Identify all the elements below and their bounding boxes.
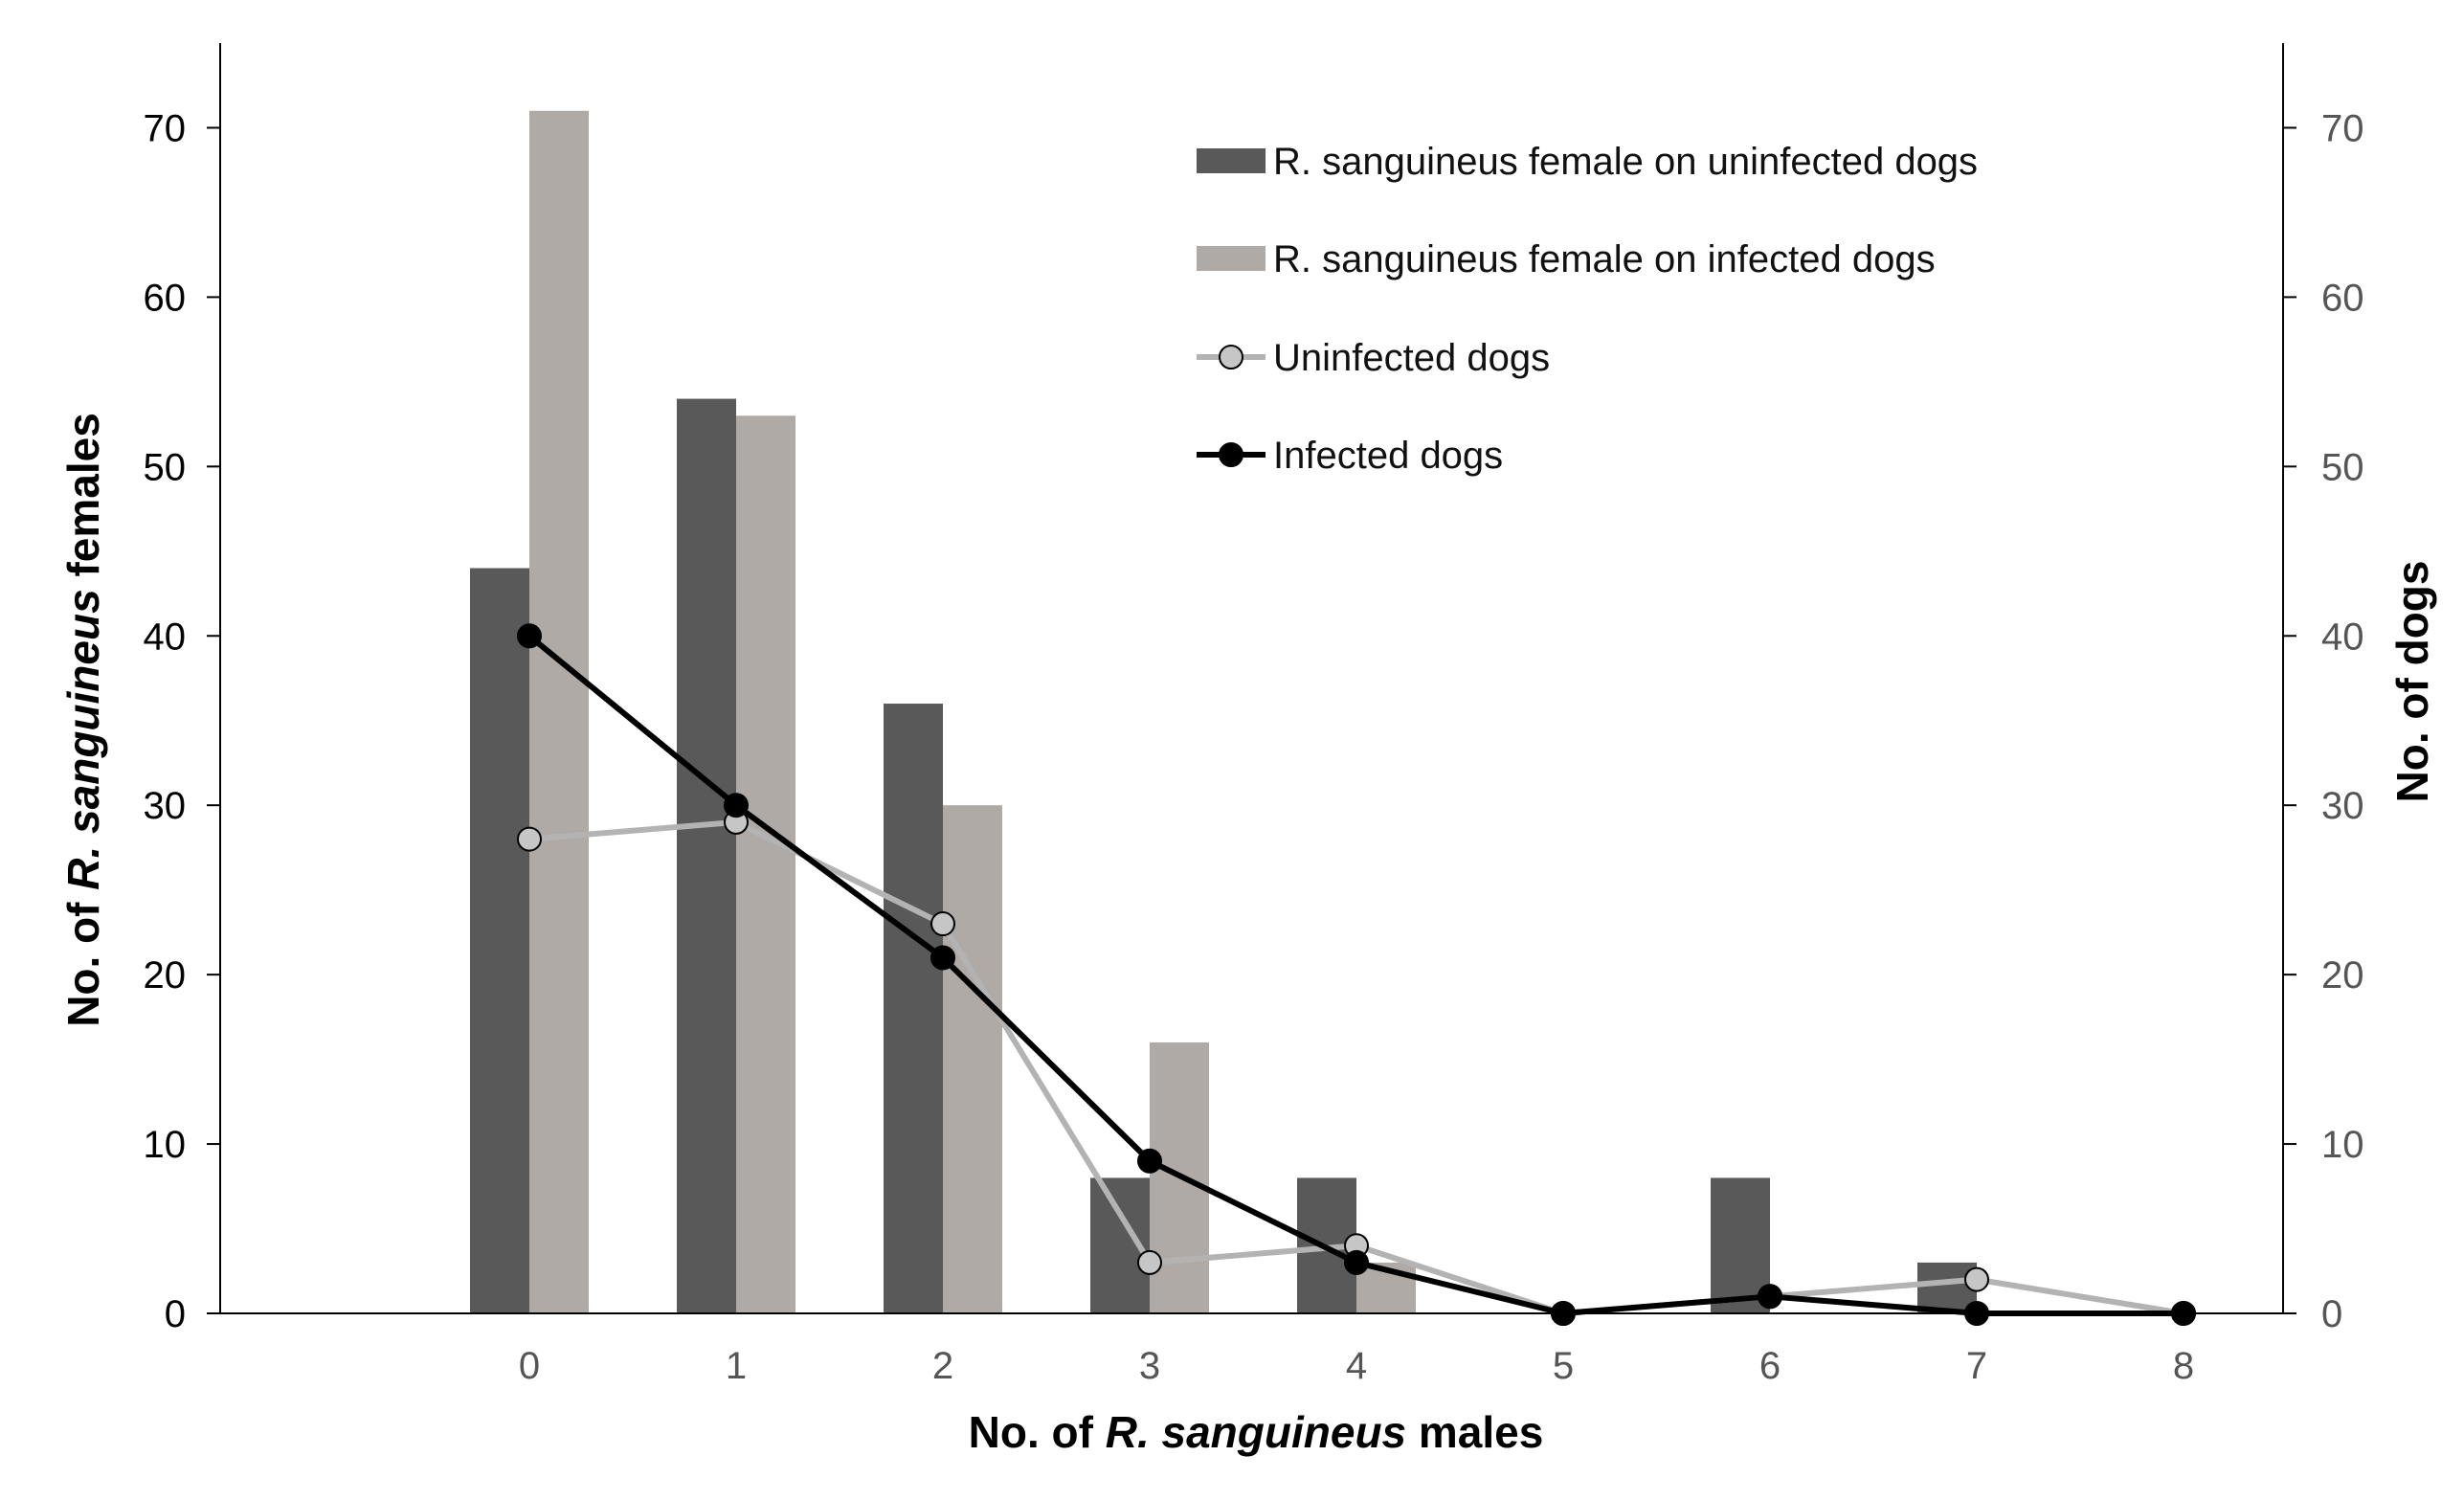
y-right-tick-label: 70: [2321, 107, 2364, 149]
x-tick-label: 0: [519, 1345, 540, 1387]
point-uninfected-dogs-2: [930, 911, 955, 937]
bar-infected-2: [943, 805, 1002, 1313]
legend-marker-infected-dogs: [1219, 442, 1243, 467]
y-axis-right-title: No. of dogs: [2387, 561, 2437, 803]
bar-uninfected-2: [884, 704, 943, 1313]
point-infected-dogs-2: [930, 945, 955, 971]
legend-label-infected-females: R. sanguineus female on infected dogs: [1273, 238, 1936, 280]
bar-infected-1: [736, 415, 795, 1314]
y-right-tick-label: 10: [2321, 1124, 2364, 1166]
point-uninfected-dogs-3: [1137, 1249, 1162, 1275]
x-tick-label: 8: [2173, 1345, 2194, 1387]
y-right-tick-label: 40: [2321, 616, 2364, 658]
point-infected-dogs-0: [517, 623, 542, 649]
y-left-tick-label: 60: [144, 277, 187, 319]
bar-infected-0: [529, 110, 589, 1314]
y-left-tick-label: 20: [144, 954, 187, 997]
y-right-tick-label: 50: [2321, 446, 2364, 488]
y-left-tick-label: 70: [144, 107, 187, 149]
bar-uninfected-7: [1917, 1262, 1977, 1313]
point-infected-dogs-4: [1344, 1249, 1369, 1275]
y-axis-left-title: No. of R. sanguineus females: [58, 413, 108, 1027]
y-right-tick-label: 20: [2321, 954, 2364, 997]
y-right-tick-label: 0: [2321, 1293, 2342, 1335]
point-uninfected-dogs-0: [517, 826, 542, 852]
x-axis-title: No. of R. sanguineus males: [969, 1407, 1544, 1457]
legend-label-uninfected-dogs: Uninfected dogs: [1273, 337, 1550, 379]
axes-group: [219, 43, 2284, 1314]
y-right-tick-label: 30: [2321, 785, 2364, 827]
y-left-tick-label: 50: [144, 446, 187, 488]
lines-group: [517, 623, 2196, 1326]
y-left-tick-label: 40: [144, 616, 187, 658]
bars-group: [470, 110, 1977, 1314]
ticks-group: 0 0 10 10 20 20 30 30 40 40 50 50 60 60 70 70 0 1 2 3 4 5 6 7 8: [144, 107, 2364, 1387]
legend: R. sanguineus female on uninfected dogs R…: [1197, 141, 1978, 477]
bar-uninfected-1: [677, 398, 736, 1313]
x-tick-label: 3: [1139, 1345, 1160, 1387]
y-right-tick-label: 60: [2321, 277, 2364, 319]
x-tick-label: 7: [1966, 1345, 1987, 1387]
point-uninfected-dogs-7: [1964, 1266, 1989, 1292]
legend-label-infected-dogs: Infected dogs: [1273, 435, 1503, 477]
x-tick-label: 4: [1346, 1345, 1367, 1387]
point-infected-dogs-3: [1137, 1148, 1162, 1174]
point-infected-dogs-6: [1758, 1284, 1782, 1310]
x-tick-label: 6: [1759, 1345, 1781, 1387]
y-left-tick-label: 30: [144, 785, 187, 827]
y-left-tick-label: 10: [144, 1124, 187, 1166]
x-tick-label: 1: [726, 1345, 747, 1387]
x-tick-label: 2: [932, 1345, 953, 1387]
point-infected-dogs-1: [724, 793, 749, 818]
legend-swatch-uninfected-females: [1197, 148, 1266, 173]
legend-label-uninfected-females: R. sanguineus female on uninfected dogs: [1273, 141, 1978, 183]
legend-swatch-infected-females: [1197, 246, 1266, 271]
bar-uninfected-0: [470, 568, 529, 1313]
x-tick-label: 5: [1553, 1345, 1574, 1387]
legend-marker-uninfected-dogs: [1219, 345, 1243, 370]
y-left-tick-label: 0: [165, 1293, 186, 1335]
